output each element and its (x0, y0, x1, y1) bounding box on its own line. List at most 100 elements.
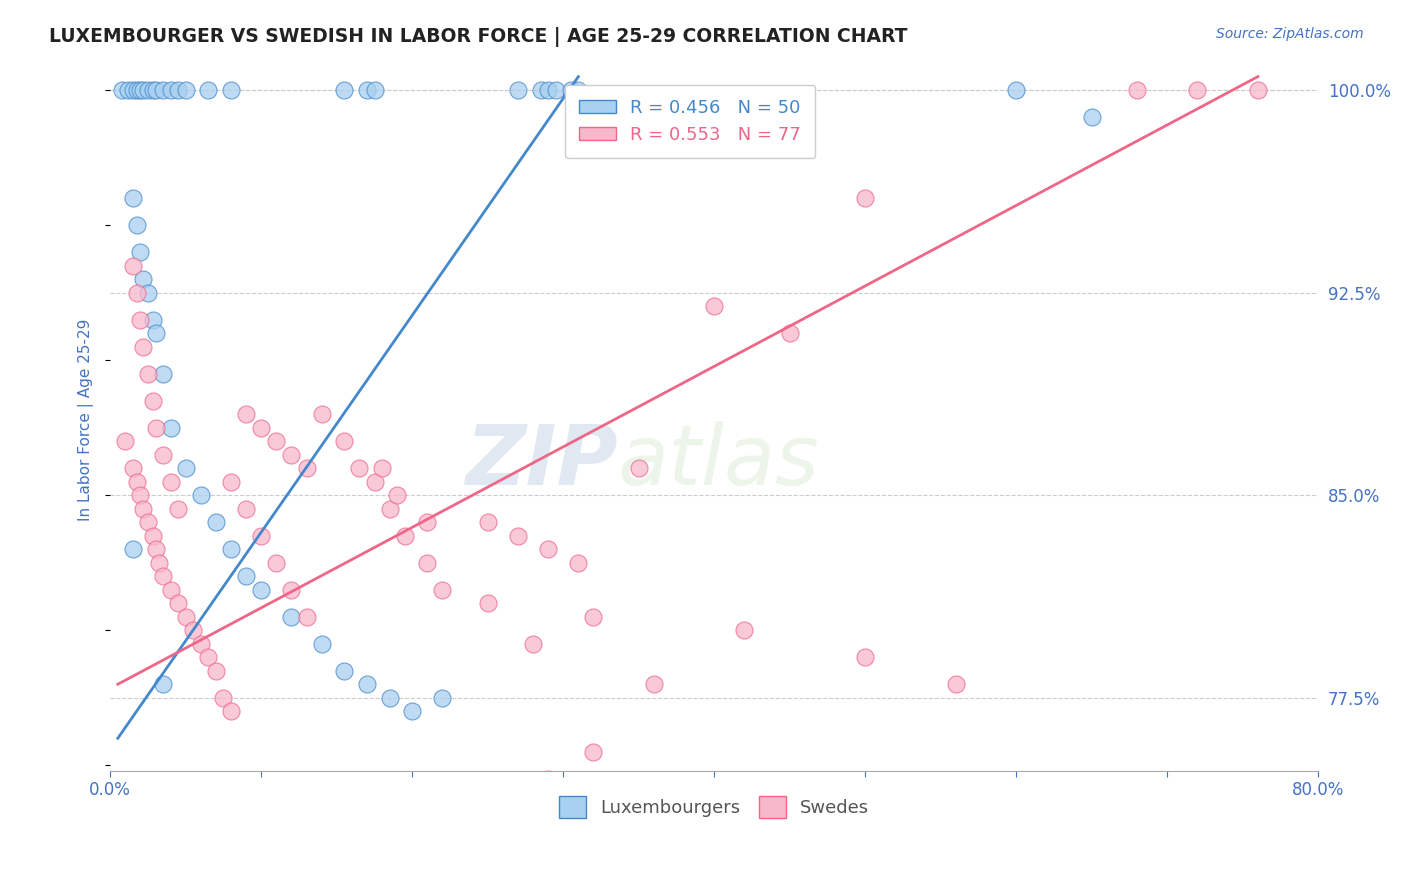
Point (1247, 83, 1270, 97)
Point (401, 704, 423, 718)
Point (582, 745, 605, 759)
Text: LUXEMBOURGER VS SWEDISH IN LABOR FORCE | AGE 25-29 CORRELATION CHART: LUXEMBOURGER VS SWEDISH IN LABOR FORCE |… (49, 27, 908, 46)
Point (385, 488, 408, 502)
Point (582, 798, 605, 813)
Point (167, 596, 190, 610)
Point (212, 690, 235, 705)
Point (129, 83, 152, 97)
Point (136, 83, 159, 97)
Point (132, 83, 155, 97)
Point (529, 83, 551, 97)
Point (537, 83, 560, 97)
Point (280, 448, 302, 462)
Point (152, 448, 174, 462)
Point (432, 582, 454, 597)
Point (129, 312, 152, 326)
Point (174, 609, 197, 624)
Point (280, 609, 302, 624)
Point (349, 461, 371, 475)
Point (333, 83, 356, 97)
Point (266, 556, 288, 570)
Point (537, 772, 560, 786)
Point (356, 83, 378, 97)
Point (627, 461, 650, 475)
Point (235, 407, 257, 421)
Text: Source: ZipAtlas.com: Source: ZipAtlas.com (1216, 27, 1364, 41)
Point (167, 83, 190, 97)
Point (205, 515, 228, 529)
Text: ZIP: ZIP (465, 421, 617, 502)
Point (132, 501, 155, 516)
Point (219, 704, 242, 718)
Point (190, 488, 212, 502)
Point (945, 677, 967, 691)
Point (363, 475, 385, 489)
Y-axis label: In Labor Force | Age 25-29: In Labor Force | Age 25-29 (79, 318, 94, 521)
Point (567, 83, 589, 97)
Point (159, 582, 181, 597)
Point (145, 542, 167, 557)
Point (127, 218, 149, 232)
Point (141, 83, 163, 97)
Point (1081, 110, 1104, 124)
Point (152, 367, 174, 381)
Point (114, 434, 136, 449)
Legend: Luxembourgers, Swedes: Luxembourgers, Swedes (553, 789, 877, 825)
Point (250, 420, 273, 434)
Point (371, 461, 394, 475)
Point (506, 529, 529, 543)
Point (544, 83, 567, 97)
Point (673, 853, 696, 867)
Point (235, 501, 257, 516)
Point (122, 83, 145, 97)
Point (197, 83, 219, 97)
Point (235, 569, 257, 583)
Point (356, 677, 378, 691)
Point (311, 407, 333, 421)
Point (148, 556, 170, 570)
Point (567, 556, 589, 570)
Point (141, 529, 163, 543)
Point (853, 650, 876, 665)
Point (853, 191, 876, 205)
Point (136, 367, 159, 381)
Point (333, 664, 356, 678)
Point (1187, 83, 1209, 97)
Point (152, 83, 174, 97)
Point (266, 434, 288, 449)
Point (333, 434, 356, 449)
Point (378, 501, 401, 516)
Point (560, 83, 582, 97)
Point (117, 83, 139, 97)
Point (122, 542, 145, 557)
Point (145, 420, 167, 434)
Point (152, 677, 174, 691)
Point (122, 259, 145, 273)
Point (127, 83, 149, 97)
Point (132, 340, 155, 354)
Point (432, 690, 454, 705)
Point (181, 624, 204, 638)
Point (145, 83, 167, 97)
Point (250, 529, 273, 543)
Point (582, 609, 605, 624)
Point (152, 569, 174, 583)
Point (197, 650, 219, 665)
Point (522, 637, 544, 651)
Point (295, 609, 318, 624)
Point (127, 475, 149, 489)
Point (363, 83, 385, 97)
Point (159, 83, 181, 97)
Point (1126, 83, 1149, 97)
Point (127, 285, 149, 300)
Point (145, 326, 167, 341)
Point (122, 191, 145, 205)
Point (136, 285, 159, 300)
Point (167, 501, 190, 516)
Point (250, 582, 273, 597)
Point (129, 245, 152, 260)
Point (416, 556, 439, 570)
Point (394, 529, 416, 543)
Point (141, 312, 163, 326)
Point (378, 690, 401, 705)
